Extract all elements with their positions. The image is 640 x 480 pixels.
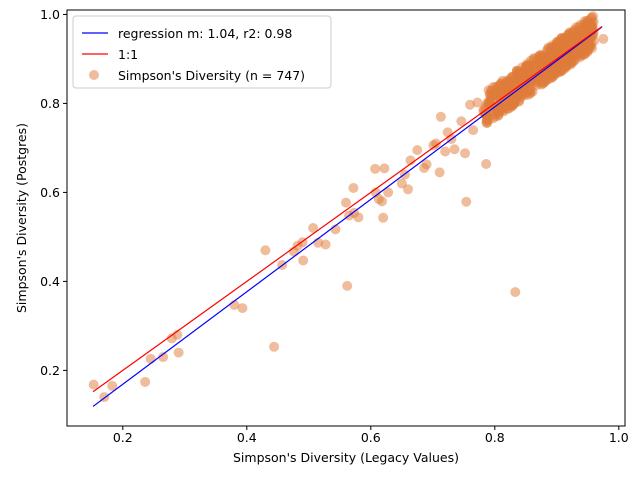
x-axis: 0.2 0.4 0.6 0.8 1.0 xyxy=(113,426,629,445)
x-tick-label: 0.8 xyxy=(485,430,505,445)
scatter-point xyxy=(435,111,446,122)
legend: regression m: 1.04, r2: 0.98 1:1 Simpson… xyxy=(72,15,332,89)
scatter-point xyxy=(449,144,460,155)
scatter-point xyxy=(342,280,353,291)
scatter-point xyxy=(483,85,494,96)
scatter-point xyxy=(539,77,550,88)
legend-scatter-swatch xyxy=(89,70,99,80)
y-tick-label: 0.4 xyxy=(40,274,60,289)
scatter-point xyxy=(370,163,381,174)
scatter-point xyxy=(440,146,451,157)
scatter-point xyxy=(581,40,592,51)
scatter-point xyxy=(522,64,533,75)
scatter-point xyxy=(568,26,579,37)
scatter-point xyxy=(496,77,507,88)
scatter-point xyxy=(88,379,99,390)
scatter-point xyxy=(353,212,364,223)
scatter-point xyxy=(525,87,536,98)
legend-scatter-label: Simpson's Diversity (n = 747) xyxy=(118,68,305,83)
y-axis-label: Simpson's Diversity (Postgres) xyxy=(14,123,29,313)
scatter-point xyxy=(468,125,479,136)
scatter-point xyxy=(482,113,493,124)
scatter-point xyxy=(298,255,309,266)
scatter-point xyxy=(575,19,586,30)
y-axis: 0.2 0.4 0.6 0.8 1.0 xyxy=(40,7,67,378)
scatter-point xyxy=(505,73,516,84)
x-tick-label: 0.4 xyxy=(237,430,257,445)
scatter-point xyxy=(421,159,432,170)
scatter-point xyxy=(583,17,594,28)
scatter-point xyxy=(546,67,557,78)
axes-frame xyxy=(66,9,626,427)
scatter-point xyxy=(403,184,413,195)
scatter-point xyxy=(461,196,472,207)
y-tick-label: 0.2 xyxy=(40,363,60,378)
identity-line xyxy=(92,25,603,393)
scatter-point xyxy=(308,223,319,234)
scatter-point xyxy=(573,45,584,56)
scatter-point xyxy=(580,31,591,42)
scatter-point xyxy=(145,353,156,364)
scatter-point xyxy=(320,239,331,250)
scatter-point xyxy=(502,103,513,114)
x-tick-label: 0.6 xyxy=(361,430,381,445)
x-axis-label: Simpson's Diversity (Legacy Values) xyxy=(233,450,459,465)
legend-regression-label: regression m: 1.04, r2: 0.98 xyxy=(118,26,292,41)
scatter-point xyxy=(481,158,492,169)
x-tick-label: 0.2 xyxy=(113,430,133,445)
scatter-point xyxy=(412,145,423,156)
scatter-point xyxy=(547,42,558,53)
scatter-point xyxy=(456,116,467,127)
regression-line xyxy=(92,26,603,407)
scatter-point xyxy=(376,196,387,207)
scatter-point xyxy=(158,352,169,363)
scatter-point xyxy=(589,36,599,47)
scatter-point xyxy=(515,89,526,100)
scatter-point xyxy=(460,148,471,159)
scatter-point xyxy=(260,245,271,256)
scatter-point xyxy=(348,182,359,193)
legend-box xyxy=(72,15,332,89)
scatter-point xyxy=(598,33,609,44)
scatter-point xyxy=(341,197,351,208)
scatter-point xyxy=(237,303,248,314)
scatter-point xyxy=(434,167,445,178)
scatter-point xyxy=(556,33,567,44)
scatter-point xyxy=(510,287,521,298)
scatter-point xyxy=(430,138,441,149)
y-tick-label: 0.6 xyxy=(40,185,60,200)
scatter-point xyxy=(472,97,483,108)
scatter-point xyxy=(378,212,389,223)
y-tick-label: 1.0 xyxy=(40,7,60,22)
scatter-point xyxy=(140,376,151,387)
scatter-point xyxy=(173,347,184,358)
scatter-point xyxy=(107,380,118,391)
y-tick-label: 0.8 xyxy=(40,96,60,111)
scatter-point xyxy=(269,341,280,352)
legend-identity-label: 1:1 xyxy=(118,47,138,62)
scatter-point xyxy=(544,50,555,61)
scatter-point xyxy=(383,187,394,198)
x-tick-label: 1.0 xyxy=(609,430,629,445)
scatter-point xyxy=(379,163,390,174)
plot-area xyxy=(88,11,609,407)
